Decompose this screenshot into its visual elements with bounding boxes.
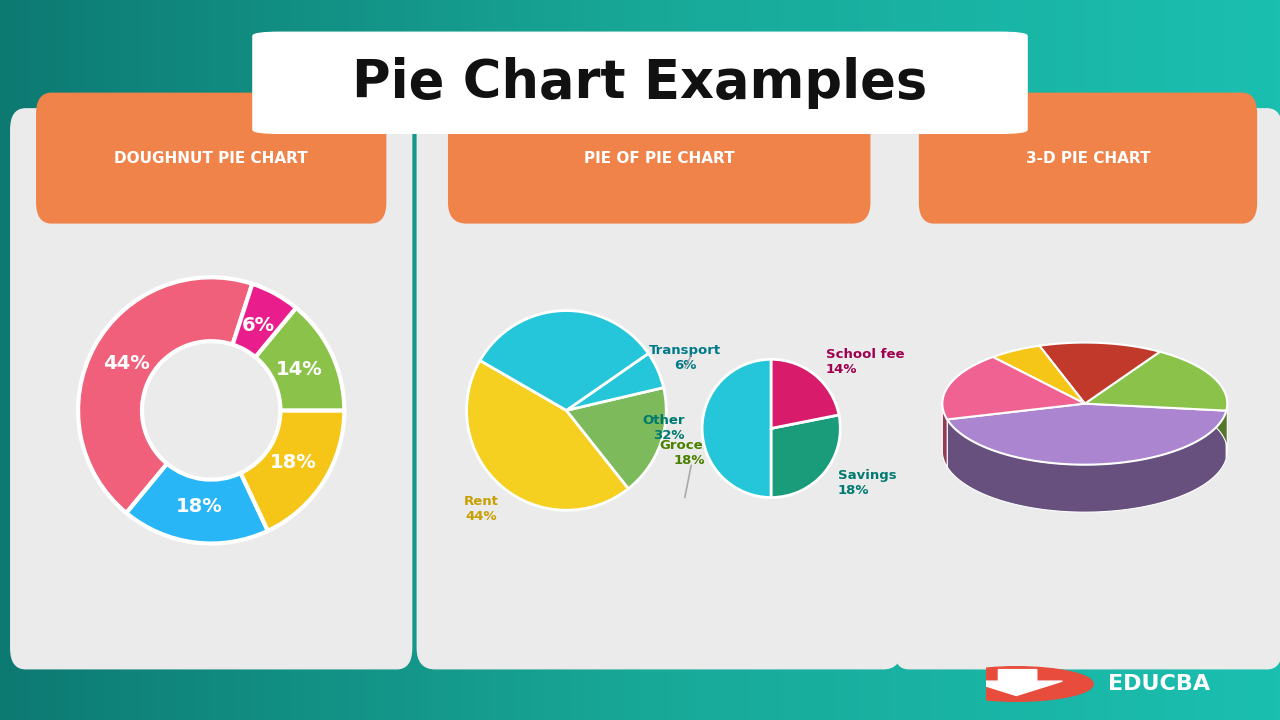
FancyBboxPatch shape [37, 94, 385, 223]
Text: 44%: 44% [102, 354, 150, 373]
Wedge shape [480, 310, 649, 410]
FancyBboxPatch shape [449, 94, 870, 223]
Wedge shape [127, 464, 268, 544]
Wedge shape [78, 277, 252, 513]
Text: 18%: 18% [175, 498, 223, 516]
Polygon shape [947, 410, 1226, 512]
Circle shape [940, 667, 1093, 701]
Polygon shape [1160, 352, 1228, 451]
Text: DOUGHNUT PIE CHART: DOUGHNUT PIE CHART [114, 150, 308, 166]
Wedge shape [255, 308, 344, 410]
Wedge shape [467, 361, 628, 510]
FancyBboxPatch shape [895, 109, 1280, 669]
Text: 14%: 14% [275, 359, 323, 379]
Polygon shape [947, 404, 1226, 464]
FancyBboxPatch shape [10, 109, 412, 669]
Text: EDUCBA: EDUCBA [1108, 674, 1211, 694]
Wedge shape [241, 410, 344, 531]
Polygon shape [993, 346, 1085, 404]
Polygon shape [970, 670, 1062, 696]
Text: PIE OF PIE CHART: PIE OF PIE CHART [584, 150, 735, 166]
Text: 6%: 6% [242, 316, 275, 335]
Wedge shape [703, 359, 771, 498]
Text: Grocery
18%: Grocery 18% [659, 439, 718, 467]
FancyBboxPatch shape [417, 109, 901, 669]
Wedge shape [566, 354, 663, 410]
Wedge shape [771, 359, 838, 428]
Polygon shape [1039, 343, 1160, 404]
Text: Savings
18%: Savings 18% [838, 469, 896, 498]
FancyBboxPatch shape [919, 94, 1257, 223]
FancyBboxPatch shape [253, 32, 1027, 133]
Wedge shape [771, 415, 840, 498]
Text: Rent
44%: Rent 44% [465, 495, 499, 523]
Text: Transport
6%: Transport 6% [649, 343, 721, 372]
Text: Other
32%: Other 32% [643, 415, 685, 442]
Text: Pie Chart Examples: Pie Chart Examples [352, 57, 928, 109]
Polygon shape [942, 357, 1085, 420]
Wedge shape [566, 387, 666, 489]
Polygon shape [1085, 352, 1228, 410]
Text: 3-D PIE CHART: 3-D PIE CHART [1025, 150, 1151, 166]
Text: 18%: 18% [270, 453, 316, 472]
Text: School fee
14%: School fee 14% [826, 348, 905, 376]
Wedge shape [233, 284, 296, 357]
Polygon shape [942, 404, 947, 467]
